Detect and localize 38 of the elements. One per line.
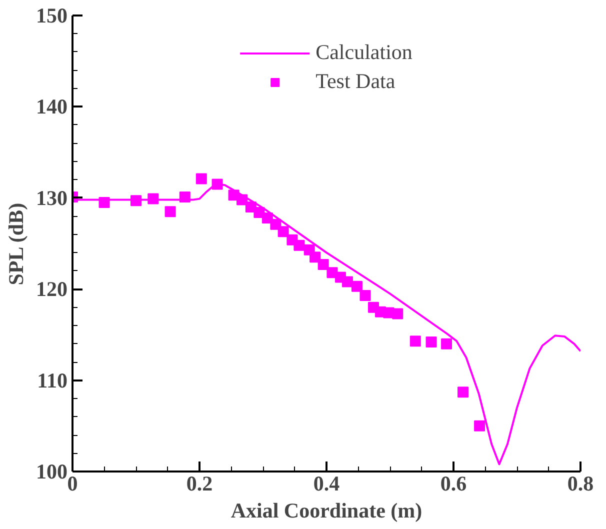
point bbox=[262, 212, 273, 224]
y-tick-label: 110 bbox=[37, 368, 68, 392]
point bbox=[310, 252, 321, 263]
y-tick-label: 140 bbox=[36, 94, 68, 119]
point bbox=[148, 193, 159, 204]
point bbox=[392, 308, 404, 320]
point bbox=[196, 173, 207, 184]
y-tick-label: 120 bbox=[36, 277, 68, 302]
point bbox=[318, 258, 329, 270]
point bbox=[130, 195, 142, 206]
point bbox=[474, 420, 486, 432]
y-axis-title: SPL (dB) bbox=[4, 202, 28, 286]
point bbox=[458, 386, 469, 398]
x-tick-label: 0 bbox=[67, 472, 78, 496]
legend-label: Calculation bbox=[316, 40, 412, 65]
point bbox=[236, 194, 248, 206]
point bbox=[294, 240, 305, 251]
x-tick-label: 0.4 bbox=[313, 472, 340, 496]
x-tick-label: 0.6 bbox=[440, 472, 467, 496]
y-tick-label: 150 bbox=[36, 4, 68, 28]
point bbox=[410, 336, 421, 347]
x-tick-label: 0.2 bbox=[186, 472, 213, 496]
point bbox=[270, 218, 282, 230]
point bbox=[351, 280, 362, 292]
y-tick-label: 100 bbox=[36, 460, 68, 484]
point bbox=[164, 206, 176, 218]
legend-label: Test Data bbox=[316, 69, 396, 94]
point bbox=[426, 336, 437, 348]
point bbox=[98, 196, 110, 208]
x-axis-title: Axial Coordinate (m) bbox=[230, 498, 422, 522]
point bbox=[360, 290, 371, 301]
x-tick-label: 0.8 bbox=[567, 472, 594, 496]
point bbox=[278, 226, 289, 238]
point bbox=[212, 178, 223, 190]
point bbox=[179, 191, 190, 202]
point bbox=[342, 276, 353, 288]
point bbox=[441, 338, 452, 350]
y-tick-label: 130 bbox=[36, 186, 68, 210]
